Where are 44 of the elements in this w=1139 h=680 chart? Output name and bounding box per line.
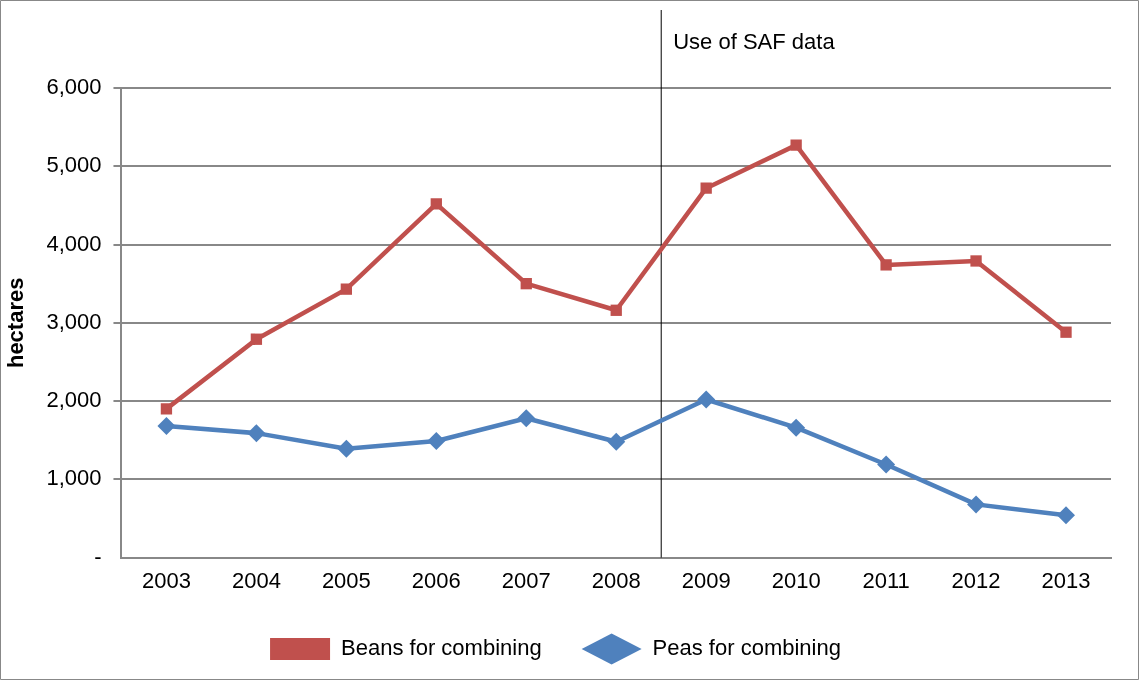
- point: [607, 432, 626, 451]
- y-tick-label: 4,000: [46, 230, 102, 256]
- x-tick-label: 2013: [1041, 567, 1091, 593]
- x-tick-label: 2003: [141, 567, 191, 593]
- y-tick-label: 5,000: [46, 152, 102, 178]
- x-tick-label: 2007: [501, 567, 551, 593]
- x-tick-label: 2006: [411, 567, 461, 593]
- point: [970, 255, 982, 267]
- point: [337, 439, 356, 458]
- y-tick-label: 1,000: [46, 465, 102, 491]
- y-tick-label: 3,000: [46, 308, 102, 334]
- x-tick-label: 2011: [862, 567, 910, 593]
- x-tick-label: 2008: [591, 567, 641, 593]
- point: [880, 259, 892, 271]
- point: [430, 198, 442, 210]
- y-tick-label: 2,000: [46, 387, 102, 413]
- point: [160, 403, 173, 415]
- y-axis-title: hectares: [3, 277, 29, 369]
- x-tick-label: 2005: [321, 567, 371, 593]
- x-tick-label: 2012: [951, 567, 1001, 593]
- point: [1060, 326, 1072, 338]
- point: [340, 283, 353, 295]
- point: [427, 431, 446, 450]
- y-tick-label: -: [94, 543, 102, 569]
- ref-line-label: Use of SAF data: [673, 29, 836, 55]
- point: [700, 182, 712, 194]
- x-tick-label: 2004: [231, 567, 281, 593]
- point: [1057, 506, 1076, 525]
- y-tick-label: 6,000: [46, 74, 102, 100]
- point: [967, 495, 986, 514]
- point: [790, 139, 802, 151]
- point: [520, 278, 532, 290]
- point: [247, 424, 266, 443]
- x-tick-label: 2010: [771, 567, 821, 593]
- point: [517, 409, 536, 428]
- x-tick-label: 2009: [681, 567, 731, 593]
- point: [787, 418, 806, 437]
- point: [610, 304, 622, 316]
- point: [157, 417, 176, 436]
- legend-label: Peas for combining: [652, 635, 841, 661]
- legend-label: Beans for combining: [341, 635, 542, 661]
- point: [697, 390, 716, 409]
- point: [250, 333, 263, 345]
- point: [877, 455, 896, 474]
